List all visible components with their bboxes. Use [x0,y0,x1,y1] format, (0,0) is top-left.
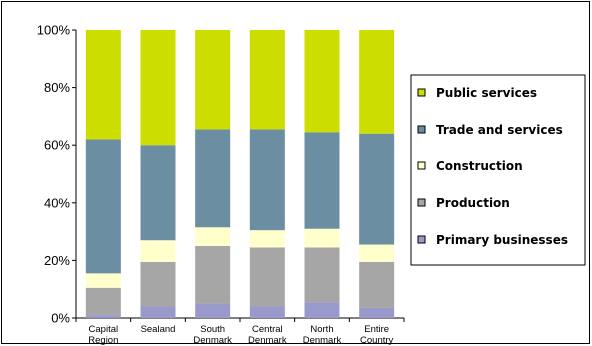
bar-segment [195,227,231,246]
bar-segment [249,129,285,231]
legend-label: Public services [436,86,537,100]
bar-segment [85,273,121,288]
x-category-label: North Denmark [303,324,342,346]
legend-swatch [417,88,426,97]
legend-swatch [417,161,426,170]
axes [72,29,405,322]
bar-segment [195,303,231,318]
x-category-label: Entire Country [360,324,394,346]
bar-segment [249,30,285,130]
bars-group [85,30,395,318]
bar-segment [249,306,285,318]
x-category-label: Central Denmark [248,324,287,346]
y-tick-label: 60% [44,138,70,153]
bar-segment [359,133,395,245]
bar-segment [140,240,176,262]
bar-segment [85,315,121,318]
x-category-label: South Denmark [193,324,232,346]
bar-segment [85,30,121,140]
y-tick-label: 100% [37,23,71,38]
bar-segment [140,30,176,146]
y-tick-labels: 0% 20% 40% 60% 80% 100% [37,23,71,326]
bar-segment [304,228,340,248]
bar-segment [359,244,395,262]
bar-segment [304,132,340,229]
legend-swatch [417,235,426,244]
legend: Public services Trade and services Constru… [410,74,586,266]
legend-label: Trade and services [436,123,563,137]
bar-segment [195,129,231,228]
x-category-labels: Capital Region Sealand South Denmark Central D… [88,324,393,346]
y-tick-label: 0% [51,311,70,326]
bar-segment [359,261,395,308]
y-tick-label: 40% [44,195,70,210]
bar-segment [304,247,340,303]
bar-segment [249,230,285,248]
y-tick-label: 20% [44,253,70,268]
bar-segment [304,302,340,318]
bar-segment [195,246,231,304]
bar-segment [359,30,395,134]
bar-segment [359,307,395,318]
bar-segment [304,30,340,133]
bar-segment [140,261,176,307]
legend-box [410,74,586,266]
legend-label: Construction [436,159,523,173]
bar-segment [195,30,231,130]
bar-segment [249,247,285,307]
legend-label: Production [436,196,510,210]
bar-segment [140,145,176,241]
bar-segment [85,139,121,274]
x-category-label: Sealand [141,324,176,335]
bar-segment [85,287,121,316]
legend-swatch [417,198,426,207]
bar-segment [140,306,176,318]
legend-label: Primary businesses [436,233,568,247]
x-category-label: Capital Region [88,324,118,346]
y-tick-label: 80% [44,80,70,95]
legend-swatch [417,125,426,134]
